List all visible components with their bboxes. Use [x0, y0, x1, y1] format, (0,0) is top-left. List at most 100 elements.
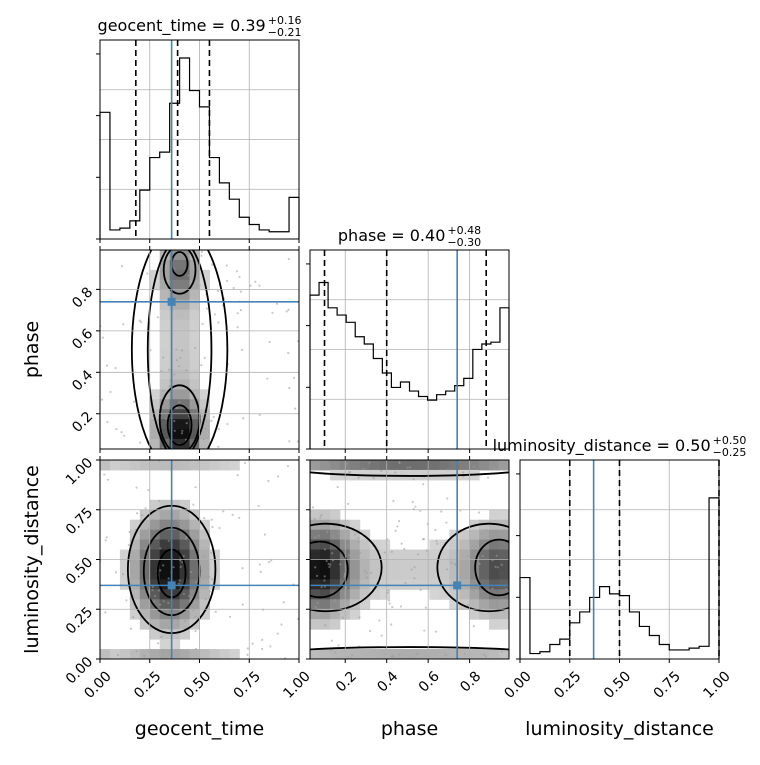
histogram-phase: [309, 281, 510, 449]
density-cell: [310, 460, 321, 471]
density-cell: [469, 569, 480, 580]
sample-point: [236, 474, 239, 477]
sample-point: [194, 402, 197, 405]
sample-point: [330, 649, 333, 652]
density-cell: [179, 589, 191, 600]
sample-point: [120, 265, 124, 268]
density-cell: [329, 619, 341, 630]
sample-point: [214, 610, 217, 613]
sample-point: [135, 512, 139, 515]
sample-point: [217, 427, 221, 431]
density-cell: [419, 569, 430, 580]
density-cell: [179, 519, 191, 531]
density-cell: [369, 549, 381, 560]
sample-point: [201, 414, 204, 418]
sample-point: [104, 611, 107, 614]
sample-point: [444, 654, 447, 657]
sample-point: [285, 310, 288, 313]
density-cell: [310, 589, 321, 600]
density-cell: [189, 339, 200, 350]
sample-point: [210, 518, 213, 521]
density-cell: [129, 649, 141, 659]
density-cell: [219, 460, 230, 471]
x-tick-label-luminosity_distance: 0.75: [651, 668, 684, 701]
density-cell: [129, 589, 141, 600]
density-cell: [169, 269, 181, 281]
density-cell: [189, 460, 200, 471]
density-cell: [169, 629, 181, 640]
density-cell: [189, 359, 200, 370]
sample-point: [139, 320, 143, 324]
sample-point: [362, 467, 365, 471]
sample-point: [383, 551, 386, 554]
density-cell: [159, 399, 171, 410]
sample-point: [173, 429, 176, 432]
density-cell: [189, 299, 200, 311]
density-cell: [399, 569, 410, 580]
title-main: geocent_time = 0.39: [98, 16, 266, 36]
sample-point: [416, 652, 419, 655]
sample-point: [504, 588, 508, 591]
density-cell: [179, 509, 191, 521]
density-cell: [369, 649, 381, 659]
density-cell: [349, 539, 361, 551]
density-cell: [389, 569, 401, 580]
density-cell: [409, 649, 420, 659]
sample-point: [161, 650, 164, 653]
density-cell: [369, 539, 381, 551]
sample-point: [103, 473, 106, 476]
sample-point: [317, 534, 320, 538]
sample-point: [347, 656, 350, 659]
density-cell: [179, 649, 191, 659]
density-cell: [169, 419, 181, 430]
density-cell: [459, 539, 470, 551]
density-cell: [159, 499, 171, 511]
density-cell: [199, 589, 210, 600]
panel-content: [310, 460, 509, 659]
panel-title-geocent_time: geocent_time = 0.39 +0.16−0.21: [98, 14, 302, 39]
x-tick-label-geocent_time: 0.75: [231, 668, 264, 701]
contour-line: [474, 538, 509, 597]
sample-point: [212, 415, 215, 418]
density-cell: [189, 399, 200, 410]
x-tick-label-phase: 0.4: [374, 668, 401, 695]
density-cell: [319, 569, 331, 580]
sample-point: [501, 465, 504, 468]
sample-point: [173, 419, 176, 423]
density-cell: [139, 569, 151, 580]
sample-point: [312, 466, 315, 469]
density-cell: [159, 519, 171, 531]
density-cell: [179, 279, 191, 291]
sample-point: [320, 514, 323, 517]
density-cell: [189, 549, 200, 560]
sample-point: [105, 364, 109, 367]
density-cell: [179, 359, 191, 370]
density-cell: [159, 409, 171, 420]
sample-point: [133, 400, 136, 403]
density-cell: [349, 589, 361, 600]
sample-point: [160, 635, 163, 638]
sample-point: [337, 532, 340, 535]
density-cell: [169, 359, 181, 370]
sample-point: [422, 483, 425, 486]
density-cell: [329, 569, 341, 580]
sample-point: [341, 616, 345, 619]
sample-point: [372, 477, 375, 480]
density-cell: [169, 539, 181, 551]
density-cell: [479, 549, 490, 560]
density-cell: [209, 649, 220, 659]
sample-point: [204, 597, 207, 601]
density-cell: [179, 369, 191, 380]
density-cell: [149, 409, 161, 420]
density-cell: [189, 419, 200, 430]
density-cell: [349, 649, 361, 659]
density-cell: [489, 559, 500, 570]
sample-point: [268, 561, 271, 564]
density-cell: [139, 649, 151, 659]
y-axis-label-phase: phase: [21, 321, 43, 378]
density-cell: [469, 649, 480, 659]
sample-point: [435, 539, 438, 543]
density-cell: [179, 299, 191, 311]
sample-point: [211, 263, 214, 266]
density-cell: [379, 539, 391, 551]
